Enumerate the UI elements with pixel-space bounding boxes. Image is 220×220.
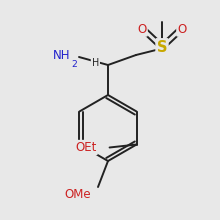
Text: O: O	[137, 22, 147, 35]
Text: OEt: OEt	[75, 141, 97, 154]
Text: 2: 2	[71, 59, 77, 68]
Text: O: O	[177, 22, 187, 35]
Text: S: S	[157, 40, 167, 55]
Text: NH: NH	[53, 48, 70, 62]
Text: H: H	[92, 58, 99, 68]
Text: OMe: OMe	[64, 187, 91, 200]
